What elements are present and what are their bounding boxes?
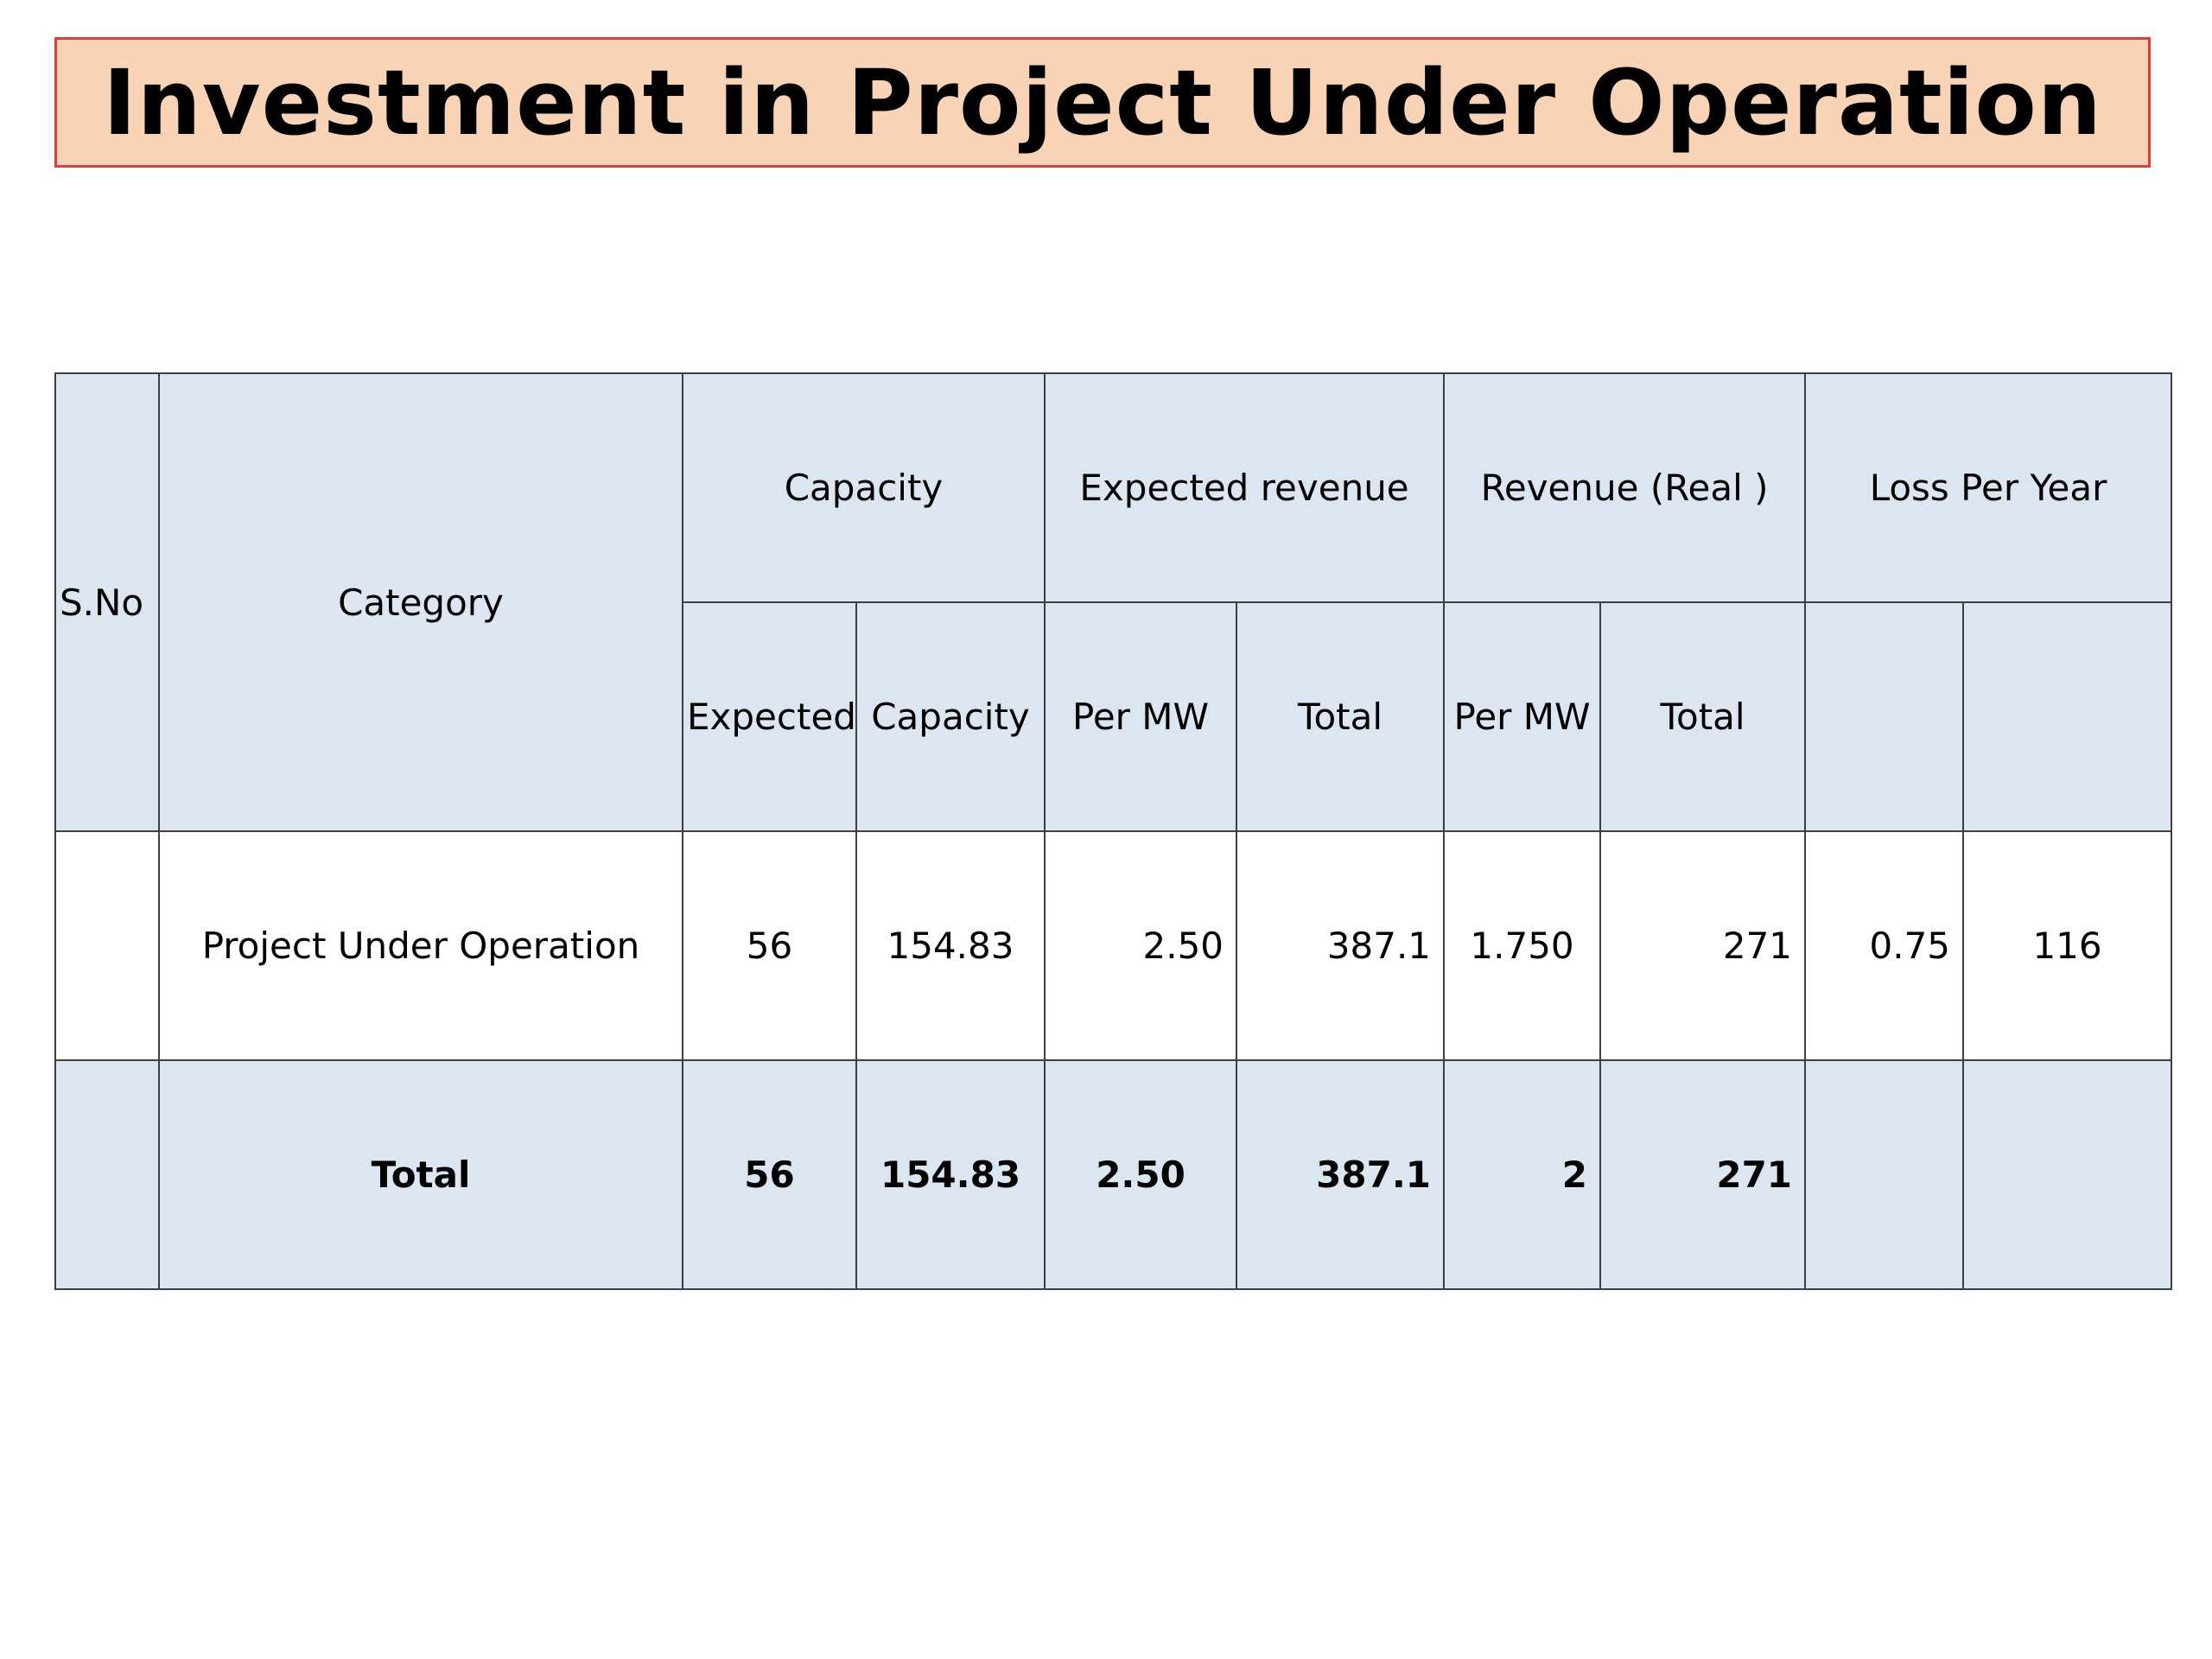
- header-capacity: Capacity: [855, 601, 1046, 832]
- total-sno: [54, 1059, 160, 1290]
- cell-loss-a: 0.75: [1804, 830, 1965, 1061]
- cell-real-total: 271: [1599, 830, 1807, 1061]
- total-loss-a: [1804, 1059, 1965, 1290]
- header-expected-revenue-group: Expected revenue: [1044, 372, 1446, 603]
- header-expected: Expected: [682, 601, 857, 832]
- header-real-total: Total: [1599, 601, 1807, 832]
- cell-exp-per-mw: 2.50: [1044, 830, 1238, 1061]
- title-banner: Investment in Project Under Operation: [54, 37, 2151, 168]
- page-title: Investment in Project Under Operation: [103, 49, 2102, 156]
- cell-capacity: 154.83: [855, 830, 1046, 1061]
- header-capacity-group: Capacity: [681, 372, 1046, 603]
- cell-loss-b: 116: [1962, 830, 2173, 1061]
- total-loss-b: [1962, 1059, 2173, 1290]
- total-row: Total 56 154.83 2.50 387.1 2 271: [54, 1059, 2173, 1290]
- header-exp-per-mw: Per MW: [1044, 601, 1238, 832]
- cell-sno: [54, 830, 160, 1061]
- total-category: Total: [158, 1059, 683, 1290]
- header-loss-b: [1962, 601, 2173, 832]
- header-revenue-real-group: Revenue (Real ): [1443, 372, 1807, 603]
- total-real-per-mw: 2: [1443, 1059, 1602, 1290]
- table-row: Project Under Operation 56 154.83 2.50 3…: [54, 830, 2173, 1061]
- cell-exp-total: 387.1: [1236, 830, 1446, 1061]
- total-real-total: 271: [1599, 1059, 1807, 1290]
- header-category: Category: [158, 372, 683, 832]
- total-expected: 56: [682, 1059, 857, 1290]
- cell-expected: 56: [682, 830, 857, 1061]
- cell-real-per-mw: 1.750: [1443, 830, 1602, 1061]
- total-exp-per-mw: 2.50: [1044, 1059, 1238, 1290]
- total-capacity: 154.83: [855, 1059, 1046, 1290]
- header-real-per-mw: Per MW: [1443, 601, 1602, 832]
- cell-category: Project Under Operation: [158, 830, 683, 1061]
- header-row-top: S.No Category Capacity Expected revenue …: [54, 372, 2173, 832]
- header-sno: S.No: [54, 372, 160, 832]
- header-loss-per-year-group: Loss Per Year: [1804, 372, 2173, 603]
- investment-table: S.No Category Capacity Expected revenue …: [54, 372, 2173, 1290]
- header-row-sub: Expected Capacity Per MW Total Per MW To…: [55, 601, 2173, 832]
- header-loss-a: [1804, 601, 1965, 832]
- total-exp-total: 387.1: [1236, 1059, 1446, 1290]
- header-exp-total: Total: [1236, 601, 1446, 832]
